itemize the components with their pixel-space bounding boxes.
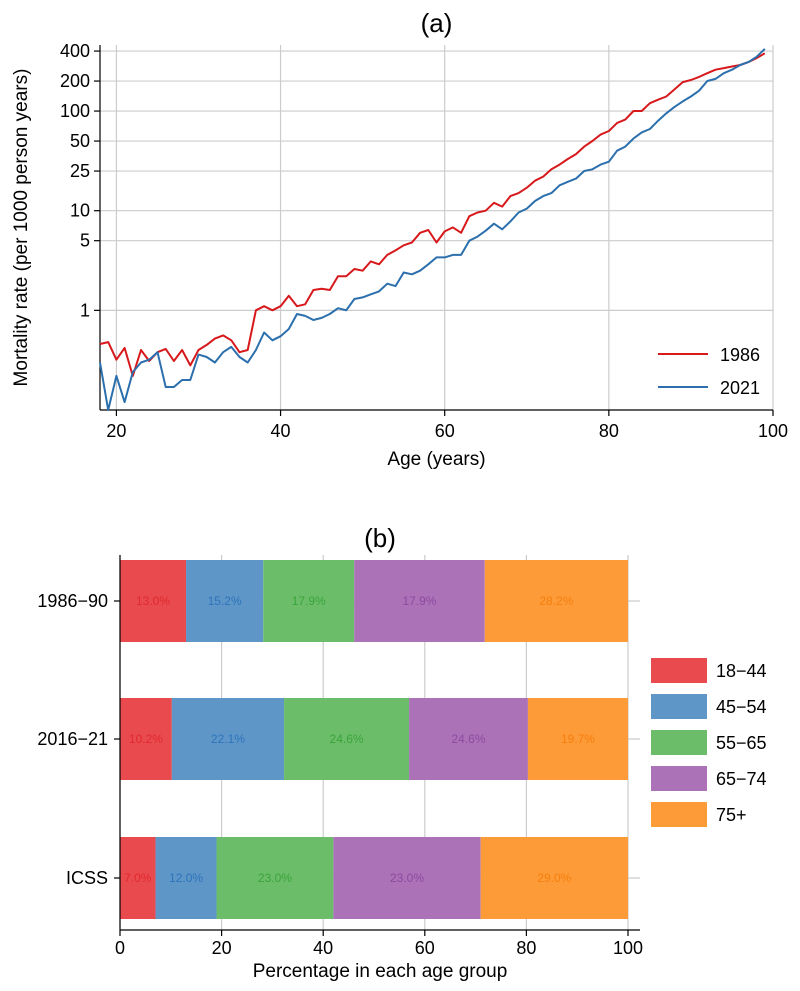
legend-label: 55−65 (716, 733, 767, 753)
bar-segment-label: 23.0% (258, 871, 292, 885)
legend-label: 65−74 (716, 769, 767, 789)
legend-label-2021: 2021 (720, 378, 760, 398)
chart-b-title: (b) (364, 523, 396, 553)
bar-segment (484, 560, 628, 642)
x-tick-label: 100 (613, 938, 643, 958)
chart-a: 20 40 60 80 100 1 5 10 25 50 100 200 400 (a) Age (year… (11, 8, 788, 470)
legend-label-1986: 1986 (720, 345, 760, 365)
y-tick-label: 5 (80, 231, 90, 251)
legend-swatch (651, 766, 707, 791)
bar-segment-label: 24.6% (330, 732, 364, 746)
bar-segment (480, 837, 628, 919)
chart-b: 0 20 40 60 80 100 1986−90 13.0% 15.2% 17.9% 17.9% 2… (37, 523, 766, 982)
x-axis-title: Age (years) (387, 449, 485, 470)
bar-segment-label: 13.0% (136, 594, 170, 608)
legend-swatch (651, 802, 707, 827)
bar-segment-label: 28.2% (539, 594, 573, 608)
bar-segment-label: 10.2% (129, 732, 163, 746)
legend-swatch (651, 694, 707, 719)
bar-segment (527, 698, 628, 780)
bar-segment-label: 15.2% (208, 594, 242, 608)
x-tick-label: 60 (415, 938, 435, 958)
x-tick-label: 60 (435, 421, 455, 441)
y-tick-label: 25 (70, 161, 90, 181)
x-tick-label: 80 (516, 938, 536, 958)
category-label: ICSS (66, 868, 108, 888)
category-label: 1986−90 (37, 591, 108, 611)
category-label: 2016−21 (37, 729, 108, 749)
series-line-2021 (99, 48, 766, 411)
bar-segment-label: 7.0% (124, 871, 152, 885)
x-tick-label: 20 (212, 938, 232, 958)
y-tick-label: 200 (60, 71, 90, 91)
bar-segment (284, 698, 410, 780)
x-tick-label: 100 (758, 421, 788, 441)
legend-swatch (651, 658, 707, 683)
bar-segment-label: 24.6% (451, 732, 485, 746)
series-line-1986 (99, 52, 766, 377)
x-tick-label: 80 (599, 421, 619, 441)
bar-segment-label: 29.0% (537, 871, 571, 885)
bar-segment-label: 12.0% (169, 871, 203, 885)
bar-segment (354, 560, 485, 642)
bar-segment (409, 698, 528, 780)
x-tick-label: 40 (271, 421, 291, 441)
x-tick-label: 40 (313, 938, 333, 958)
y-tick-label: 1 (80, 300, 90, 320)
y-tick-label: 100 (60, 101, 90, 121)
x-tick-label: 0 (115, 938, 125, 958)
legend-label: 75+ (716, 805, 747, 825)
bar-segment (216, 837, 334, 919)
legend-label: 18−44 (716, 661, 767, 681)
x-tick-label: 20 (106, 421, 126, 441)
bar-segment-label: 17.9% (402, 594, 436, 608)
bar-segment-label: 19.7% (561, 732, 595, 746)
bar-segment-label: 17.9% (292, 594, 326, 608)
legend-swatch (651, 730, 707, 755)
bar-segment (120, 698, 172, 780)
bar-segment (186, 560, 264, 642)
bar-segment (155, 837, 217, 919)
y-tick-label: 400 (60, 41, 90, 61)
bar-segment (333, 837, 481, 919)
bar-segment (171, 698, 285, 780)
bar-segment (120, 560, 187, 642)
y-tick-label: 50 (70, 131, 90, 151)
y-tick-label: 10 (70, 201, 90, 221)
x-axis-title: Percentage in each age group (253, 961, 508, 982)
chart-a-title: (a) (421, 8, 453, 38)
bar-segment (120, 837, 156, 919)
bar-segment-label: 22.1% (211, 732, 245, 746)
legend-label: 45−54 (716, 697, 767, 717)
bar-segment (263, 560, 355, 642)
y-axis-title: Mortality rate (per 1000 person years) (11, 69, 32, 387)
bar-segment-label: 23.0% (390, 871, 424, 885)
